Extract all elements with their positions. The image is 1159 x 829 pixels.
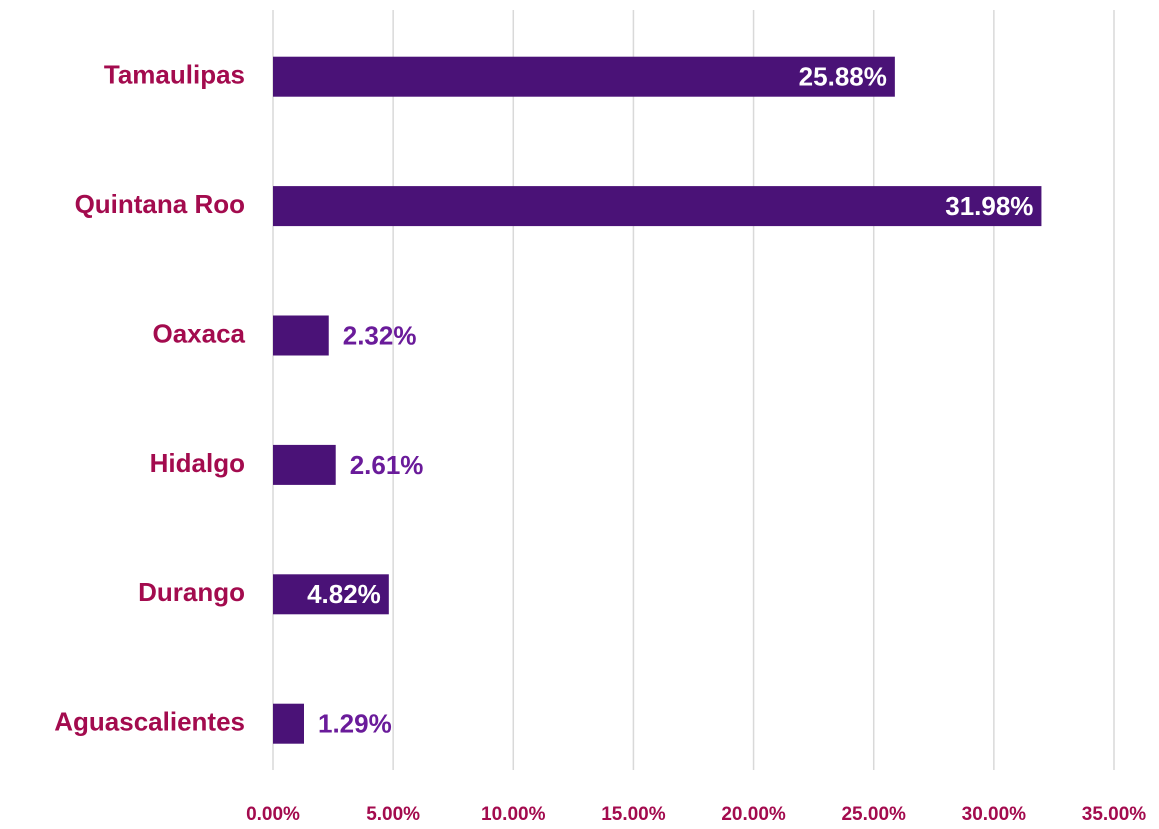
y-tick-label: Oaxaca — [152, 318, 245, 348]
x-tick-label: 25.00% — [841, 804, 906, 825]
bar — [273, 56, 895, 97]
bar — [273, 444, 336, 485]
data-label: 4.82% — [307, 579, 381, 609]
x-tick-label: 5.00% — [366, 804, 420, 825]
data-label: 25.88% — [799, 62, 887, 92]
x-tick-label: 30.00% — [962, 804, 1027, 825]
y-tick-label: Tamaulipas — [104, 60, 245, 90]
bar — [273, 186, 1042, 227]
bar — [273, 574, 389, 615]
data-label: 31.98% — [945, 191, 1033, 221]
y-tick-label: Aguascalientes — [54, 707, 245, 737]
x-tick-label: 15.00% — [601, 804, 666, 825]
bar — [273, 315, 329, 356]
y-tick-label: Hidalgo — [150, 448, 245, 478]
x-tick-label: 0.00% — [246, 804, 300, 825]
x-tick-label: 20.00% — [721, 804, 786, 825]
y-tick-label: Durango — [138, 577, 245, 607]
data-label: 1.29% — [318, 709, 392, 739]
y-tick-label: Quintana Roo — [75, 189, 245, 219]
x-tick-label: 10.00% — [481, 804, 546, 825]
bar — [273, 703, 304, 744]
data-label: 2.32% — [343, 320, 417, 350]
x-tick-label: 35.00% — [1082, 804, 1147, 825]
data-label: 2.61% — [350, 450, 424, 480]
